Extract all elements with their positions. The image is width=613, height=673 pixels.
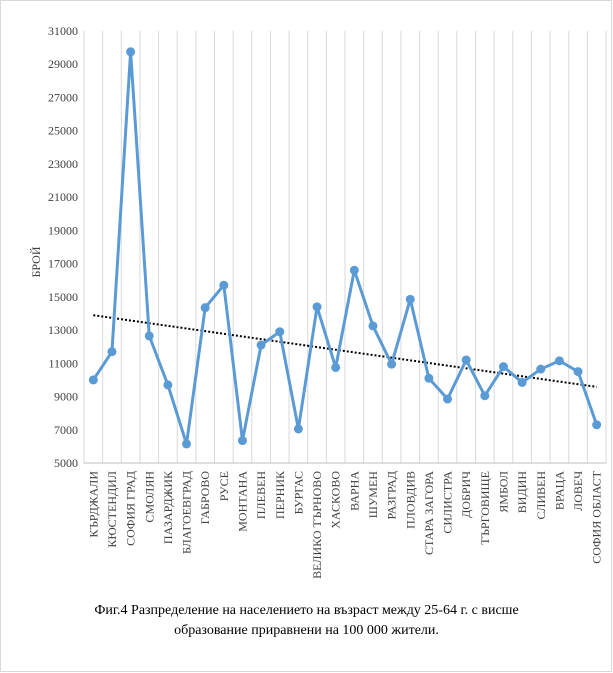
figure-caption: Фиг.4 Разпределение на населението на въ… — [0, 601, 613, 641]
data-point — [312, 302, 322, 312]
data-point — [107, 347, 117, 357]
y-tick-label: 31000 — [48, 24, 78, 38]
y-tick-label: 13000 — [48, 323, 78, 337]
x-tick-label: РУСЕ — [217, 471, 231, 501]
x-tick-label: БУРГАС — [291, 471, 305, 514]
y-tick-label: 5000 — [54, 456, 78, 470]
x-tick-label: ТЪРГОВИЩЕ — [478, 471, 492, 545]
x-tick-label: ЛОВЕЧ — [571, 471, 585, 511]
y-tick-label: 17000 — [48, 257, 78, 271]
y-tick-label: 19000 — [48, 223, 78, 237]
data-point — [368, 321, 378, 331]
data-point — [573, 367, 583, 377]
grid-layer — [83, 31, 607, 463]
caption-line-2: образование приравнени на 100 000 жители… — [174, 623, 439, 638]
x-tick-label: СТАРА ЗАГОРА — [422, 471, 436, 555]
x-tick-label: СОФИЯ ОБЛАСТ — [590, 470, 604, 563]
data-point — [424, 373, 434, 383]
data-point — [498, 362, 508, 372]
y-tick-label: 15000 — [48, 290, 78, 304]
x-tick-label: СЛИВЕН — [534, 471, 548, 520]
x-tick-label: ПЛЕВЕН — [254, 471, 268, 519]
data-point — [275, 327, 285, 337]
y-tick-label: 11000 — [48, 356, 78, 370]
x-tick-label: СОФИЯ ГРАД — [124, 471, 138, 546]
y-tick-label: 7000 — [54, 423, 78, 437]
data-point — [200, 303, 210, 313]
x-tick-label: ЯМБОЛ — [496, 471, 510, 513]
trendline — [93, 314, 597, 388]
caption-line-1: Фиг.4 Разпределение на населението на въ… — [94, 603, 519, 618]
data-point — [126, 47, 136, 57]
data-point — [237, 436, 247, 446]
x-tick-label: КЪРДЖАЛИ — [86, 471, 100, 538]
y-tick-label: 9000 — [54, 390, 78, 404]
x-tick-label: МОНТАНА — [235, 471, 249, 532]
y-tick-label: 29000 — [48, 57, 78, 71]
y-tick-label: 21000 — [48, 190, 78, 204]
x-tick-label: ВАРНА — [347, 471, 361, 511]
trendline-layer — [93, 314, 597, 388]
x-tick-label: ХАСКОВО — [329, 471, 343, 529]
x-tick-label: ВИДИН — [515, 471, 529, 514]
data-point — [331, 362, 341, 372]
x-tick-label: СИЛИСТРА — [441, 471, 455, 534]
x-tick-label: ШУМЕН — [366, 471, 380, 519]
x-tick-label: СМОЛЯН — [142, 471, 156, 523]
data-point — [554, 356, 564, 366]
data-point — [349, 265, 359, 275]
data-point — [182, 439, 192, 449]
data-point — [163, 380, 173, 390]
data-point — [443, 394, 453, 404]
data-point — [219, 280, 229, 290]
x-tick-label: РАЗГРАД — [385, 471, 399, 519]
x-tick-label: ПАЗАРДЖИК — [161, 470, 175, 544]
x-tick-label: ВРАЦА — [552, 471, 566, 510]
data-point — [256, 340, 266, 350]
series-layer — [88, 47, 602, 449]
chart: 5000 7000 9000 11000 13000 15000 17000 19000 210… — [29, 24, 607, 579]
x-tick-label: ВЕЛИКО ТЪРНОВО — [310, 471, 324, 579]
data-point — [461, 355, 471, 365]
x-tick-label: КЮСТЕНДИЛ — [105, 471, 119, 548]
x-tick-label: ГАБРОВО — [198, 471, 212, 525]
y-tick-label: 25000 — [48, 124, 78, 138]
x-tick-label: БЛАГОЕВГРАД — [180, 471, 194, 554]
y-tick-label: 23000 — [48, 157, 78, 171]
y-axis: 5000 7000 9000 11000 13000 15000 17000 19000 210… — [48, 24, 78, 470]
data-point — [517, 377, 527, 387]
series-line — [92, 50, 599, 446]
data-point — [144, 331, 154, 341]
x-tick-label: ПЛОВДИВ — [403, 471, 417, 529]
x-tick-label: ДОБРИЧ — [459, 471, 473, 518]
x-axis: КЪРДЖАЛИ КЮСТЕНДИЛ СОФИЯ ГРАД СМОЛЯН ПАЗАРДЖ… — [84, 462, 606, 579]
data-point — [536, 364, 546, 374]
x-tick-label: ПЕРНИК — [273, 470, 287, 519]
y-axis-label: БРОЙ — [29, 246, 43, 277]
data-point — [480, 391, 490, 401]
data-point — [88, 375, 98, 385]
data-point — [405, 294, 415, 304]
y-tick-label: 27000 — [48, 90, 78, 104]
data-point — [387, 359, 397, 369]
data-point — [293, 424, 303, 434]
data-point — [592, 420, 602, 430]
